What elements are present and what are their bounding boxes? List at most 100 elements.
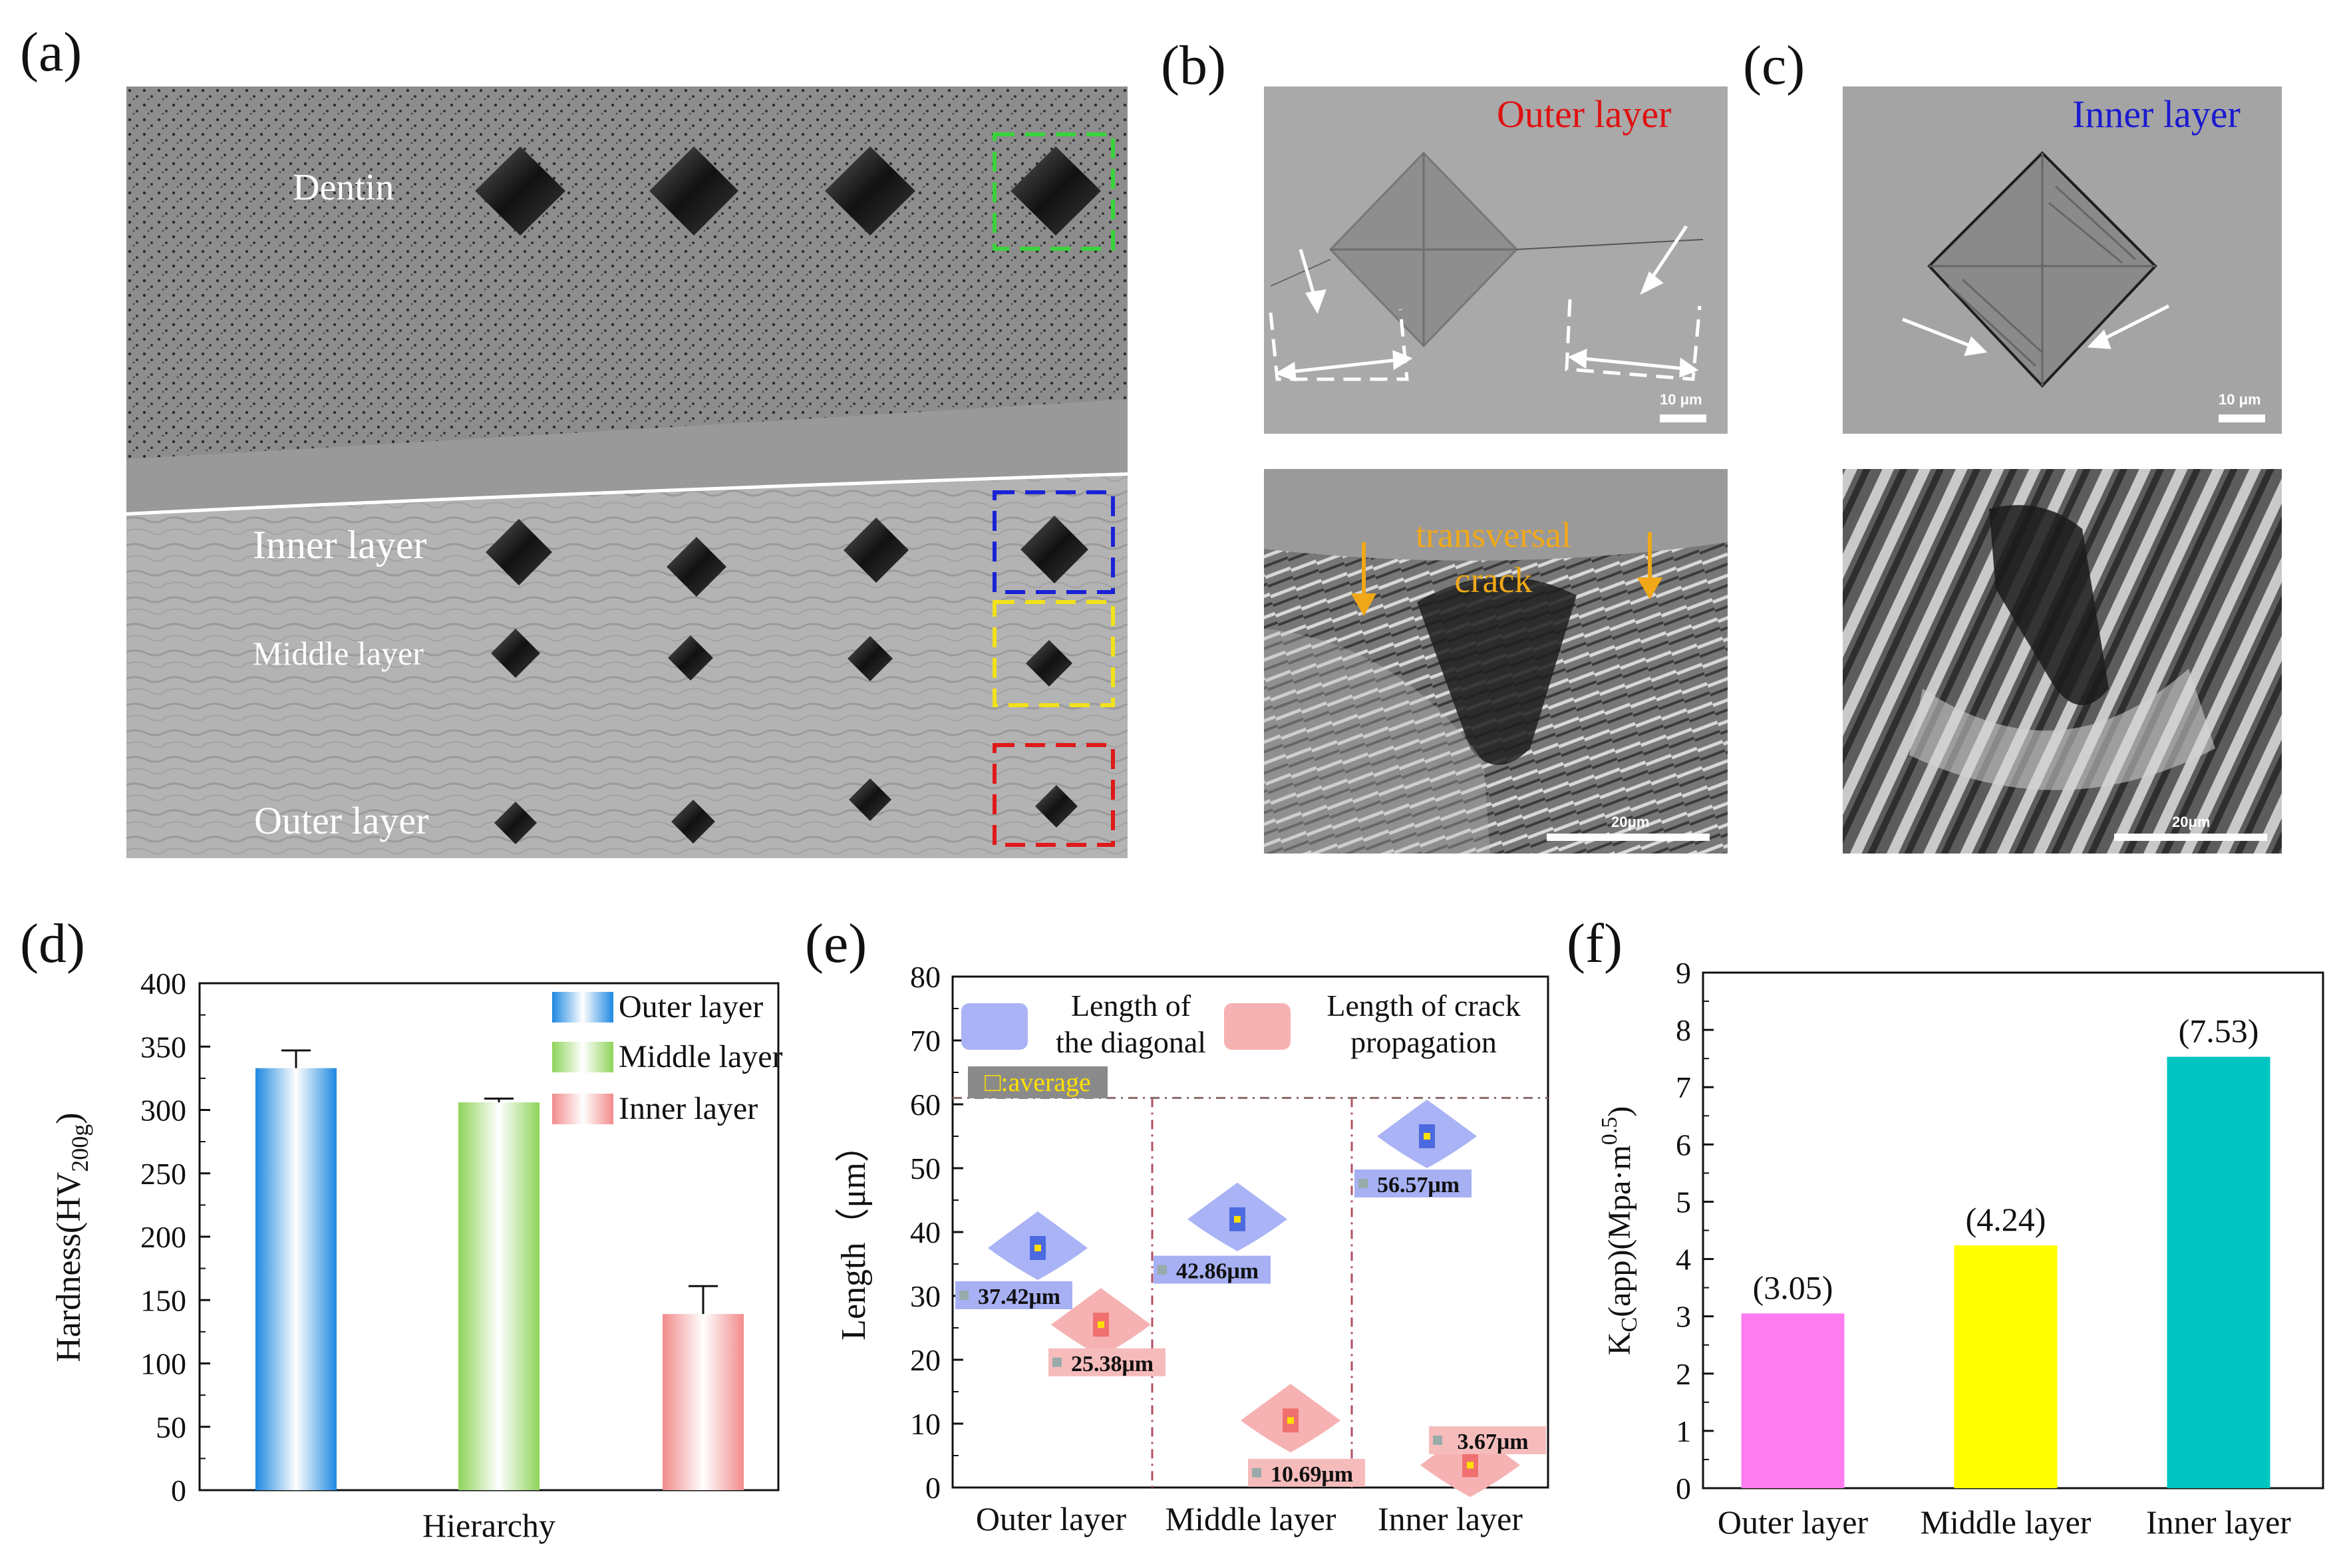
hardness-ytick-label: 100 xyxy=(140,1347,186,1381)
label-outer-layer: Outer layer xyxy=(254,799,429,842)
panel-label-a: (a) xyxy=(20,21,82,83)
hardness-bar xyxy=(255,1068,337,1490)
legend-diagonal-line2: the diagonal xyxy=(1056,1025,1206,1059)
legend-crack-line1: Length of crack xyxy=(1326,989,1520,1022)
transversal-crack-annotation: transversal crack xyxy=(1404,512,1583,603)
toughness-ytick-label: 3 xyxy=(1676,1300,1691,1334)
toughness-ytick-label: 1 xyxy=(1676,1414,1691,1448)
panel-b-scale-bottom: 20μm xyxy=(1611,814,1650,830)
middle-region-box xyxy=(993,600,1115,707)
length-value-box xyxy=(1429,1426,1546,1454)
length-average-marker xyxy=(1034,1245,1041,1251)
length-value-marker xyxy=(1433,1435,1442,1445)
hardness-ytick-label: 350 xyxy=(140,1030,186,1064)
toughness-ytick-label: 9 xyxy=(1676,956,1691,990)
panel-label-c: (c) xyxy=(1743,35,1805,96)
toughness-value-label: (3.05) xyxy=(1753,1269,1833,1306)
hardness-ytick-label: 400 xyxy=(140,967,186,1001)
hardness-ytick-label: 200 xyxy=(140,1220,186,1254)
toughness-bar xyxy=(2167,1056,2270,1488)
length-ytick-label: 20 xyxy=(910,1343,941,1377)
hardness-legend-swatch xyxy=(552,1042,613,1072)
toughness-chart: 0 1 2 3 4 5 6 7 8 9 (3.05) Outer layer (4.24) Middle… xyxy=(1597,956,2324,1541)
indentation-image xyxy=(126,86,1128,858)
legend-swatch-crack xyxy=(1224,1003,1291,1050)
hardness-ytick-label: 0 xyxy=(171,1474,186,1507)
toughness-bar xyxy=(1741,1313,1845,1488)
length-value-marker xyxy=(1158,1265,1167,1275)
toughness-category-label: Middle layer xyxy=(1921,1503,2092,1541)
length-ytick-label: 70 xyxy=(910,1024,941,1058)
length-category-label: Outer layer xyxy=(976,1500,1127,1537)
length-plot-frame xyxy=(951,975,1549,1489)
panel-b-scale-top: 10 μm xyxy=(1660,391,1702,408)
panel-label-b: (b) xyxy=(1161,35,1226,96)
panel-c-title: Inner layer xyxy=(2072,92,2241,136)
average-note: □:average xyxy=(985,1067,1091,1097)
hardness-legend-label: Middle layer xyxy=(619,1039,783,1074)
toughness-ytick-label: 4 xyxy=(1676,1243,1691,1277)
toughness-ytick-label: 2 xyxy=(1676,1357,1691,1391)
length-value-box xyxy=(955,1281,1072,1309)
annotation-line-1: transversal xyxy=(1416,515,1571,555)
length-average-marker xyxy=(1098,1321,1104,1329)
length-ylabel: Length（μm） xyxy=(835,1128,873,1340)
length-value-box xyxy=(1354,1170,1472,1197)
panel-b-title: Outer layer xyxy=(1497,92,1672,136)
panel-c-scale-top: 10 μm xyxy=(2219,391,2261,408)
hardness-legend-swatch xyxy=(552,992,613,1022)
hardness-ytick-label: 250 xyxy=(140,1157,186,1191)
panel-label-d: (d) xyxy=(20,913,85,975)
panel-b-top-image: Outer layer 10 μm xyxy=(1264,86,1728,434)
length-category-label: Inner layer xyxy=(1378,1500,1523,1537)
panel-c-scale-bottom: 20μm xyxy=(2172,814,2211,830)
toughness-ytick-label: 7 xyxy=(1676,1070,1691,1104)
length-value-label: 37.42μm xyxy=(978,1285,1060,1309)
length-value-marker xyxy=(1358,1179,1368,1188)
outer-indent-sem xyxy=(1269,151,1706,422)
length-value-box xyxy=(1248,1458,1365,1487)
toughness-category-label: Outer layer xyxy=(1718,1503,1869,1541)
inner-crack-sem xyxy=(1843,469,2282,854)
length-value-label: 56.57μm xyxy=(1377,1173,1460,1197)
length-ytick-label: 0 xyxy=(925,1471,941,1505)
length-ytick-label: 60 xyxy=(910,1088,941,1122)
outer-region-box xyxy=(993,743,1115,847)
inner-region-box xyxy=(993,490,1115,594)
length-value-label: 10.69μm xyxy=(1271,1462,1353,1487)
hardness-ytick-label: 50 xyxy=(156,1410,186,1444)
length-ytick-label: 80 xyxy=(910,960,941,994)
hardness-ytick-label: 150 xyxy=(140,1283,186,1317)
length-value-label: 42.86μm xyxy=(1176,1259,1259,1284)
length-value-box xyxy=(1048,1348,1166,1376)
hardness-xlabel: Hierarchy xyxy=(422,1507,555,1544)
panel-label-e: (e) xyxy=(805,913,867,975)
length-legend: Length of the diagonal Length of crack p… xyxy=(961,989,1521,1098)
label-inner-layer: Inner layer xyxy=(253,523,427,567)
toughness-bar xyxy=(1954,1245,2058,1488)
length-ytick-label: 50 xyxy=(910,1152,941,1185)
dentin-region-box xyxy=(993,132,1115,251)
length-value-box xyxy=(1154,1255,1271,1284)
length-chart: 0 10 20 30 40 50 60 70 80 Outer layer Middle layer… xyxy=(835,960,1549,1537)
length-value-marker xyxy=(959,1291,969,1300)
length-value-label: 3.67μm xyxy=(1457,1430,1528,1454)
toughness-value-label: (7.53) xyxy=(2179,1013,2259,1050)
length-ytick-label: 30 xyxy=(910,1279,941,1313)
legend-diagonal-line1: Length of xyxy=(1071,989,1191,1022)
panel-a-micrograph: Dentin Inner layer Middle layer Outer la… xyxy=(126,86,1128,858)
legend-swatch-diagonal xyxy=(961,1003,1028,1050)
hardness-legend-label: Outer layer xyxy=(619,989,763,1024)
length-average-marker xyxy=(1424,1133,1430,1140)
toughness-value-label: (4.24) xyxy=(1966,1201,2046,1238)
length-ytick-label: 10 xyxy=(910,1407,941,1441)
transversal-crack-sem xyxy=(1264,469,1728,854)
length-value-marker xyxy=(1252,1468,1261,1478)
hardness-bar xyxy=(458,1102,540,1490)
annotation-line-2: crack xyxy=(1454,560,1533,600)
hardness-legend-label: Inner layer xyxy=(619,1091,758,1126)
length-category-label: Middle layer xyxy=(1166,1500,1336,1537)
toughness-ytick-label: 8 xyxy=(1676,1013,1691,1047)
panel-label-f: (f) xyxy=(1567,913,1623,975)
length-value-marker xyxy=(1052,1357,1062,1367)
